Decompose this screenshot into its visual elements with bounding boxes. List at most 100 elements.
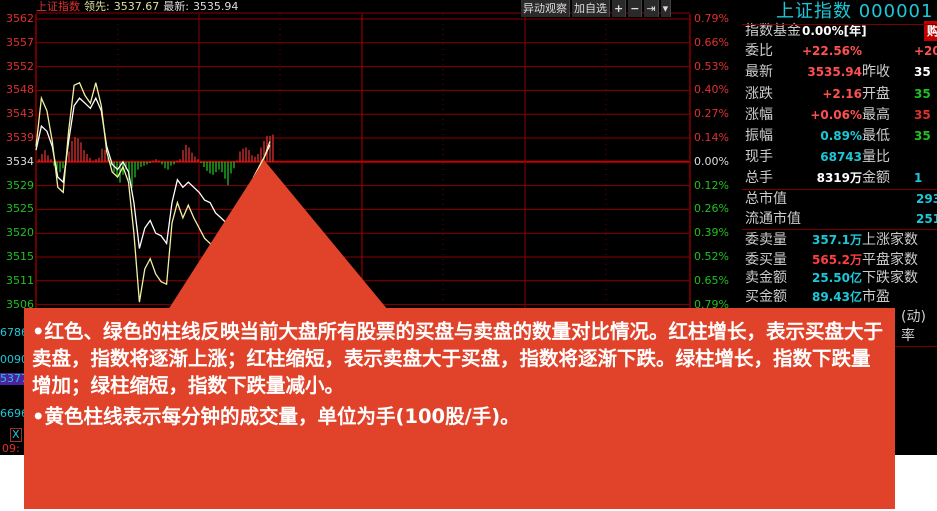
quote-label: 委买量 <box>745 252 787 268</box>
y-tick-label: 3562 <box>6 12 34 25</box>
quote-row: 指数基金 0.00%[年] 购 <box>744 21 937 41</box>
quote-value: 0.00%[年] <box>802 24 867 38</box>
quote-value: 68743 <box>820 150 862 164</box>
quote-label: 下跌家数 <box>862 270 918 286</box>
add-favorite-button[interactable]: 加自选 <box>572 0 610 17</box>
callout-box: •红色、绿色的柱线反映当前大盘所有股票的买盘与卖盘的数量对比情况。红柱增长，表示… <box>24 308 895 509</box>
quote-label: 总手 <box>745 170 773 186</box>
lead-label: 领先: <box>84 0 110 13</box>
quote-label: 现手 <box>745 149 773 165</box>
dropdown-icon[interactable]: ▾ <box>660 0 672 17</box>
quote-value: +22.56% <box>802 44 863 58</box>
quote-row: 流通市值 251 <box>744 209 937 229</box>
quote-label: (动) <box>901 309 926 325</box>
pct-tick-label: 0.12% <box>694 178 729 192</box>
quote-value: 35 <box>914 129 931 143</box>
quote-row: 买金额 89.43亿 市盈 <box>744 288 937 307</box>
y-tick-label: 3539 <box>6 131 34 144</box>
quote-label: 上涨家数 <box>862 232 918 248</box>
quote-label: 最高 <box>862 107 890 123</box>
jump-end-icon[interactable]: ⇥ <box>644 0 659 17</box>
quote-value: 8319万 <box>816 171 862 185</box>
y-tick-label: 3548 <box>6 83 34 97</box>
latest-label: 最新: <box>163 0 189 13</box>
y-tick-label: 3506 <box>6 297 34 311</box>
pct-tick-label: 0.27% <box>694 107 729 121</box>
watch-button[interactable]: 异动观察 <box>521 0 570 17</box>
zoom-in-icon[interactable]: + <box>612 0 627 17</box>
callout-paragraph-volume: •黄色柱线表示每分钟的成交量，单位为手(100股/手)。 <box>32 405 520 428</box>
quote-row: 委卖量 357.1万 上涨家数 <box>744 230 937 250</box>
quote-value: +0.06% <box>810 108 862 122</box>
quote-value: 35 <box>914 87 931 101</box>
quote-label: 平盘家数 <box>862 252 918 268</box>
quote-value: 1 <box>914 171 923 185</box>
quote-value: 25.50亿 <box>812 271 862 285</box>
quote-label: 昨收 <box>862 64 890 80</box>
latest-value: 3535.94 <box>192 0 239 13</box>
quote-label: 卖金额 <box>745 270 787 286</box>
pct-tick-label: 0.65% <box>694 273 729 287</box>
quote-label: 开盘 <box>862 86 890 102</box>
y-tick-label: 3529 <box>6 178 34 192</box>
quote-label: 委卖量 <box>745 232 787 248</box>
quote-label: 量比 <box>862 149 890 165</box>
y-tick-label: 3520 <box>6 226 34 240</box>
quote-value: 0.89% <box>820 129 862 143</box>
quote-label: 买金额 <box>745 289 787 305</box>
quote-label: 指数基金 <box>745 23 801 39</box>
y-tick-label: 3534 <box>6 154 34 168</box>
pct-tick-label: 0.79% <box>694 12 729 25</box>
quote-value: 357.1万 <box>812 233 862 247</box>
quote-value: 565.2万 <box>812 253 862 267</box>
quote-row: 委买量 565.2万 平盘家数 <box>744 250 937 270</box>
quote-label: 涨跌 <box>745 86 773 102</box>
quote-label: 委比 <box>745 43 773 59</box>
quote-value: +208 <box>914 44 937 58</box>
quote-value: 购 <box>924 21 937 41</box>
pct-tick-label: 0.52% <box>694 250 729 263</box>
strip-value: 0090 <box>0 354 24 366</box>
quote-row: (动) <box>744 308 937 327</box>
quote-label: 流通市值 <box>745 211 801 227</box>
y-tick-label: 3525 <box>6 202 34 216</box>
pct-tick-label: 0.40% <box>694 83 729 97</box>
y-tick-label: 3552 <box>6 59 34 73</box>
pct-tick-label: 0.26% <box>694 202 729 216</box>
index-name: 上证指数 <box>36 0 80 13</box>
quote-label: 市盈 <box>862 289 890 305</box>
quote-value: 35 <box>914 108 931 122</box>
strip-value: 6696 <box>0 408 24 420</box>
y-tick-label: 3557 <box>6 35 34 49</box>
strip-value-highlight: 5377 <box>0 373 24 385</box>
quote-label: 最低 <box>862 128 890 144</box>
quote-row: 现手 68743 量比 <box>744 147 937 167</box>
chart-toolbar: 异动观察 加自选 + − ⇥ ▾ <box>521 0 672 17</box>
quote-label: 率 <box>901 328 915 344</box>
quote-label: 金额 <box>862 170 890 186</box>
quote-label: 总市值 <box>745 191 787 207</box>
quote-label: 涨幅 <box>745 107 773 123</box>
pct-tick-label: 0.53% <box>694 59 729 73</box>
pct-tick-label: 0.39% <box>694 226 729 240</box>
strip-time: 09: <box>2 443 20 455</box>
quote-value: 35 <box>914 65 931 79</box>
callout-pointer <box>168 160 388 310</box>
panel-title: 上证指数 000001 <box>776 1 934 22</box>
quote-row: 委比 +22.56% +208 <box>744 41 937 61</box>
lead-value: 3537.67 <box>113 0 160 13</box>
pct-tick-label: 0.00% <box>694 154 729 168</box>
zoom-out-icon[interactable]: − <box>628 0 643 17</box>
quote-label: 最新 <box>745 64 773 80</box>
quote-row: 总市值 293 <box>744 189 937 209</box>
quote-row: 最新 3535.94 昨收 35 <box>744 62 937 82</box>
chart-header: 上证指数 领先: 3537.67 最新: 3535.94 <box>36 0 242 14</box>
pct-tick-label: 0.14% <box>694 131 729 144</box>
y-tick-label: 3515 <box>6 250 34 263</box>
quote-row: 涨幅 +0.06% 最高 35 <box>744 105 937 125</box>
pct-tick-label: 0.79% <box>694 297 729 311</box>
y-tick-label: 3511 <box>6 273 34 287</box>
quote-value: 3535.94 <box>807 65 862 79</box>
strip-x-button[interactable]: X <box>10 428 22 442</box>
